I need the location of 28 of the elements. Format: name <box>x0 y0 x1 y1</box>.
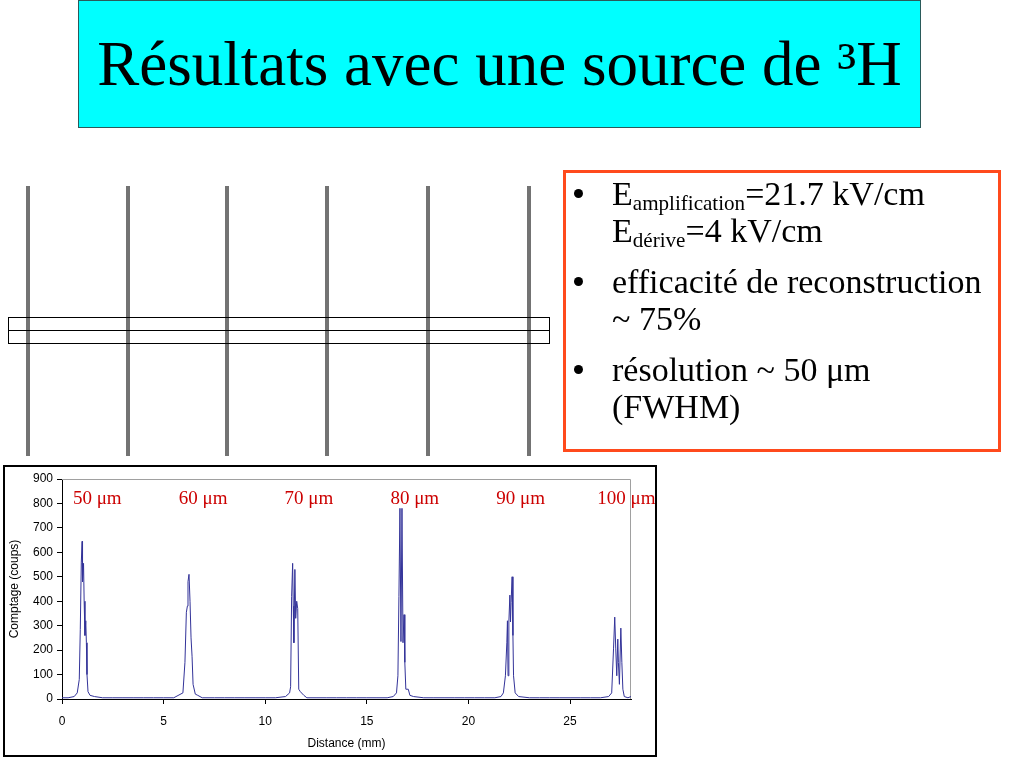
x-tick-label: 5 <box>160 713 168 728</box>
x-tick-label: 15 <box>360 713 374 728</box>
y-tick-label: 600 <box>32 544 54 559</box>
x-tick-label: 20 <box>461 713 476 728</box>
annotation: 80 μm <box>390 486 440 508</box>
y-tick-label: 700 <box>32 520 54 535</box>
annotation: 100 μm <box>597 486 656 508</box>
y-tick-label: 0 <box>46 691 54 706</box>
x-tick-label: 25 <box>563 713 578 728</box>
annotation: 50 μm <box>72 486 122 508</box>
text: efficacité de reconstruction ~ 75% <box>612 263 983 337</box>
y-tick-label: 800 <box>32 495 54 510</box>
x-tick-label: 0 <box>58 713 66 728</box>
text: E$_{amplification}$=21.7 kV/cm E$_{dérive}$=4 kV/cm <box>612 175 925 252</box>
y-tick-label: 300 <box>32 617 54 632</box>
annotation: 60 μm <box>178 486 228 508</box>
y-tick-label: 400 <box>32 593 54 608</box>
y-axis-title: Comptage (coups) <box>6 539 21 639</box>
x-axis-title: Distance (mm) <box>307 736 386 751</box>
text: résolution ~ 50 μm (FWHM) <box>612 351 872 425</box>
chart-title: Résultats avec une source de ³H <box>97 27 902 101</box>
y-tick-label: 900 <box>32 471 54 486</box>
x-tick-label: 10 <box>258 713 273 728</box>
y-tick-label: 500 <box>32 569 54 584</box>
y-tick-label: 100 <box>32 666 54 681</box>
y-tick-label: 200 <box>32 642 54 657</box>
annotation: 90 μm <box>496 486 546 508</box>
annotation: 70 μm <box>284 486 334 508</box>
